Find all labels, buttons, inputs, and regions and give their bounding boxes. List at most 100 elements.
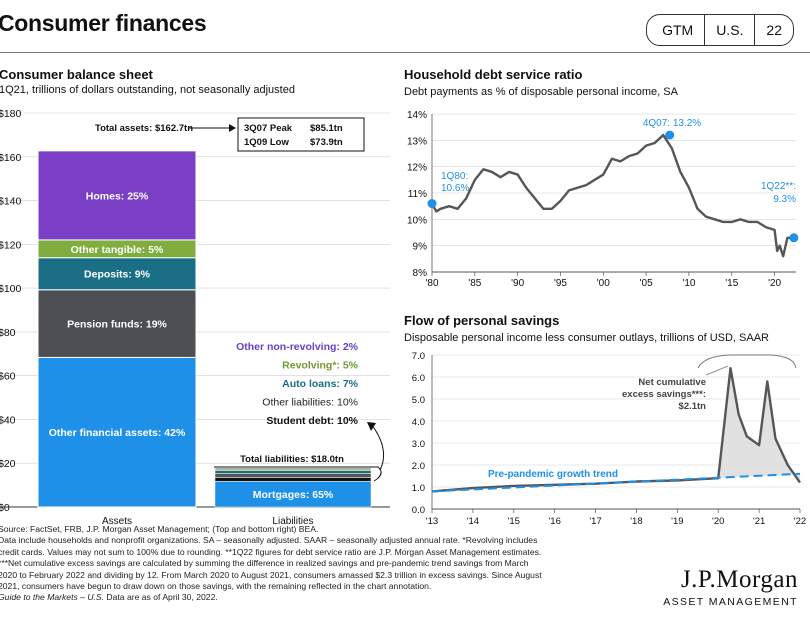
savings-xtick-label: '15 [508,516,520,527]
jpmorgan-logo: J.P.Morgan ASSET MANAGEMENT [663,566,798,608]
debt-label-1q80-value: 10.6% [441,183,469,194]
balance-ytick-label: $80 [0,327,16,339]
debt-ytick-label: 10% [407,215,427,226]
balance-ytick-label: $100 [0,283,22,295]
trend-series-line [431,472,801,493]
debt-series-line [430,133,792,258]
asof-text: Data are as of April 30, 2022. [104,592,218,603]
liability-callout-arrow [371,424,385,471]
gtm-badges: GTM U.S. 22 [646,14,794,46]
savings-xtick-label: '22 [794,516,806,527]
balance-ytick-label: $120 [0,239,22,251]
debt-xtick-label: '10 [682,278,695,289]
debt-xtick-label: '00 [597,278,610,289]
debt-xtick-label: '20 [768,278,781,289]
savings-ytick-label: 1.0 [412,483,425,494]
footer-line-3: credit cards. Values may not sum to 100%… [0,546,542,557]
asset-segment-label: Deposits: 9% [84,269,151,281]
debt-ytick-label: 8% [413,268,428,279]
savings-xtick-label: '19 [671,516,683,527]
liability-segment [214,481,372,508]
asset-segment-label: Other tangible: 5% [71,244,164,256]
low-label: 1Q09 Low [244,137,289,148]
liability-legend-label: Other non-revolving: 2% [236,341,359,353]
debt-ytick-label: 11% [408,189,427,200]
debt-label-1q22: 1Q22**: [761,181,796,192]
footer-line-4: ***Net cumulative excess savings are cal… [0,558,529,569]
liability-legend-label: Other liabilities: 10% [262,397,358,409]
liability-legend-label: Auto loans: 7% [282,378,359,390]
debt-ytick-label: 14% [407,110,427,121]
savings-series-line [431,367,801,493]
debt-label-1q80: 1Q80: [441,171,468,182]
savings-xtick-label: '16 [548,516,560,527]
footer-asof: Guide to the Markets – U.S. Data are as … [0,592,670,603]
debt-marker [427,199,437,209]
asset-segment-label: Other financial assets: 42% [49,427,186,439]
savings-ytick-label: 7.0 [412,351,425,362]
excess-label-line1: Net cumulative [638,377,706,388]
savings-ytick-label: 2.0 [412,461,425,472]
footer-line-1: Source: FactSet, FRB, J.P. Morgan Asset … [0,524,319,534]
debt-subtitle: Debt payments as % of disposable persona… [404,86,678,98]
balance-ytick-label: $20 [0,458,16,470]
savings-subtitle: Disposable personal income less consumer… [404,332,769,344]
asset-segment [37,289,197,358]
asset-segment [37,257,197,291]
debt-ytick-label: 13% [407,136,427,147]
asset-segment [37,150,197,241]
total-assets-arrowhead [229,124,236,132]
excess-bracket [697,354,797,369]
balance-ytick-label: $60 [0,371,16,383]
balance-ytick-label: $40 [0,414,16,426]
liability-segment [214,467,372,470]
savings-xtick-label: '13 [426,516,438,527]
gtm-name: Guide to the Markets – U.S. [0,592,105,603]
balance-subtitle: 1Q21, trillions of dollars outstanding, … [0,84,295,96]
savings-title: Flow of personal savings [404,313,560,328]
badge-page: 22 [754,15,793,45]
balance-title: Consumer balance sheet [0,67,153,82]
savings-xtick-label: '14 [467,516,479,527]
low-value: $73.9tn [310,137,343,148]
category-label: Liabilities [272,516,313,527]
asset-segment-label: Pension funds: 19% [67,319,167,331]
savings-ytick-label: 6.0 [412,373,425,384]
liability-segment [214,477,372,482]
savings-ytick-label: 5.0 [412,395,425,406]
liability-bracket [214,466,382,482]
debt-ytick-label: 12% [407,163,427,174]
header-rule [0,52,810,53]
savings-xtick-label: '18 [630,516,642,527]
liability-segment [214,470,372,474]
asset-segment-label: Homes: 25% [86,190,149,202]
footer-line-6: 2021, consumers have begun to draw down … [0,581,432,592]
balance-ytick-label: $160 [0,152,22,164]
peak-low-box [237,117,365,152]
footer-line-5: 2020 to February 2022 and dividing by 12… [0,569,542,580]
total-assets-label: Total assets: $162.7tn [95,123,193,134]
debt-xtick-label: '05 [640,278,653,289]
debt-xtick-label: '90 [511,278,524,289]
excess-label-line2: excess savings***: [622,389,706,400]
savings-xtick-label: '17 [589,516,601,527]
liability-callout-arrowhead [367,422,376,431]
balance-ytick-label: $140 [0,196,22,208]
liability-legend-label: Student debt: 10% [266,415,358,427]
debt-xtick-label: '85 [468,278,481,289]
footer-notes: Source: FactSet, FRB, J.P. Morgan Asset … [0,524,670,604]
debt-marker [665,130,675,140]
total-liabilities-label: Total liabilities: $18.0tn [240,454,344,465]
badge-region: U.S. [704,15,754,45]
liability-segment-label: Mortgages: 65% [253,489,334,501]
logo-sub: ASSET MANAGEMENT [663,596,798,608]
balance-ytick-label: $180 [0,108,22,120]
liability-legend-label: Revolving*: 5% [282,360,359,372]
debt-marker [789,233,799,243]
page-title: Consumer finances [0,10,207,36]
excess-leader [705,365,729,376]
debt-label-4q07: 4Q07: 13.2% [643,118,701,129]
savings-ytick-label: 4.0 [412,417,425,428]
savings-ytick-label: 0.0 [412,505,425,516]
